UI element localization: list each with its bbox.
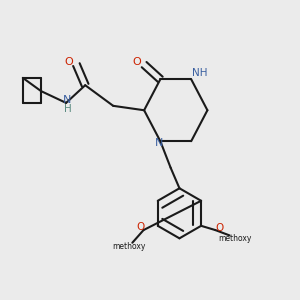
Text: O: O	[132, 57, 141, 67]
Text: methoxy: methoxy	[113, 242, 146, 251]
Text: N: N	[154, 138, 163, 148]
Text: O: O	[216, 223, 224, 233]
Text: methoxy: methoxy	[218, 234, 251, 243]
Text: H: H	[64, 104, 71, 114]
Text: N: N	[63, 95, 72, 105]
Text: NH: NH	[192, 68, 207, 78]
Text: O: O	[136, 222, 145, 232]
Text: O: O	[65, 57, 74, 67]
